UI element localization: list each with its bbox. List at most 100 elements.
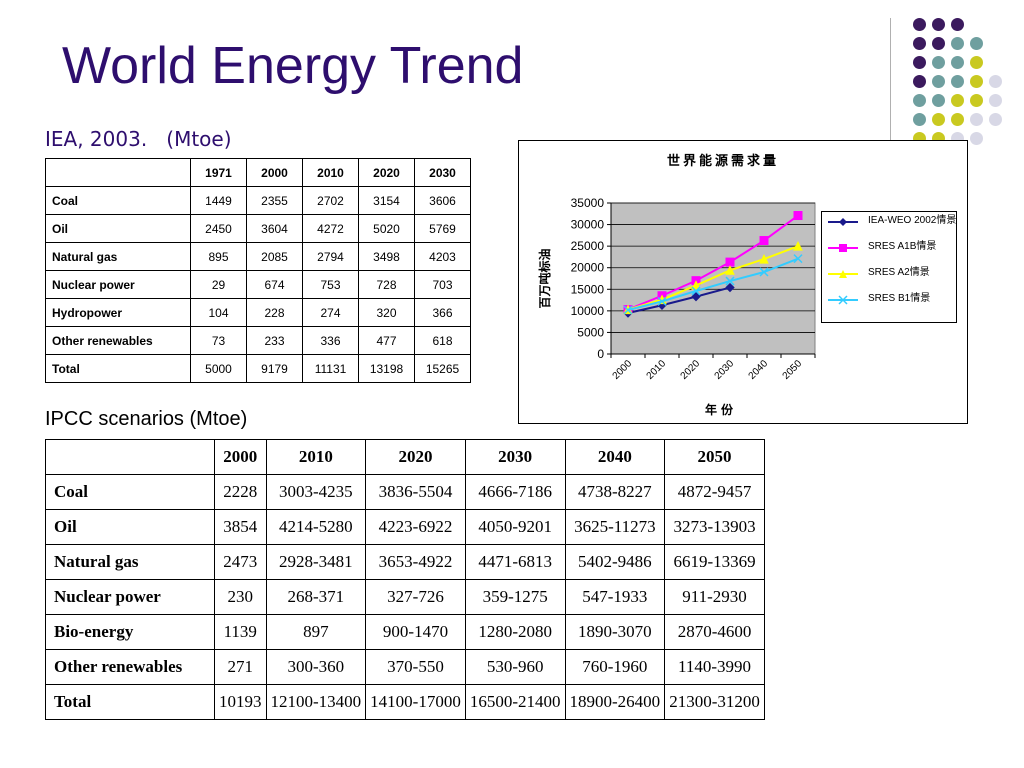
ipcc-cell: 4666-7186	[464, 474, 566, 510]
decorative-dot	[970, 94, 983, 107]
iea-header-row: 1971 2000 2010 2020 2030	[45, 158, 471, 187]
decorative-dot	[913, 113, 926, 126]
ipcc-row: Oil 3854 4214-5280 4223-6922 4050-9201 3625-1…	[45, 509, 765, 545]
iea-table: 1971 2000 2010 2020 2030 Coal 1449 2355 2702 3154…	[45, 158, 471, 383]
ipcc-cell: 4050-9201	[464, 509, 566, 545]
ipcc-cell: 16500-21400	[464, 684, 566, 720]
y-tick-label: 10000	[571, 304, 605, 318]
legend-label: SRES B1情景	[868, 293, 931, 304]
iea-column-header: 2010	[302, 158, 359, 187]
iea-cell: 104	[190, 298, 247, 327]
decorative-dot	[913, 94, 926, 107]
y-tick-label: 0	[597, 347, 604, 361]
ipcc-cell: 300-360	[265, 649, 367, 685]
iea-cell: 3606	[414, 186, 471, 215]
ipcc-cell: 897	[265, 614, 367, 650]
iea-cell: 728	[358, 270, 415, 299]
ipcc-cell: 5402-9486	[564, 544, 666, 580]
iea-row: Oil 2450 3604 4272 5020 5769	[45, 214, 471, 243]
decorative-dot	[932, 75, 945, 88]
ipcc-cell: 10193	[214, 684, 267, 720]
series-4-point	[725, 276, 735, 286]
legend-item: SRES A2情景	[826, 266, 954, 292]
series-4-point	[691, 286, 701, 296]
iea-row-label: Other renewables	[45, 326, 191, 355]
ipcc-column-header	[45, 439, 215, 475]
legend-swatch	[828, 270, 858, 278]
legend-swatch	[828, 244, 858, 252]
iea-row: Total 5000 9179 11131 13198 15265	[45, 354, 471, 383]
decorative-dot	[951, 37, 964, 50]
ipcc-cell: 4223-6922	[365, 509, 466, 545]
decorative-dot	[913, 37, 926, 50]
ipcc-cell: 4738-8227	[564, 474, 666, 510]
iea-cell: 320	[358, 298, 415, 327]
ipcc-row: Other renewables 271 300-360 370-550 530-960…	[45, 649, 765, 685]
iea-cell: 5020	[358, 214, 415, 243]
ipcc-cell: 4872-9457	[664, 474, 765, 510]
legend-item: IEA-WEO 2002情景	[826, 214, 956, 240]
iea-row-label: Natural gas	[45, 242, 191, 271]
ipcc-table: 2000 2010 2020 2030 2040 2050 Coal 2228 3003-423…	[45, 439, 765, 720]
decorative-dot	[913, 56, 926, 69]
ipcc-cell: 3854	[214, 509, 267, 545]
iea-cell: 3154	[358, 186, 415, 215]
decorative-dot	[913, 75, 926, 88]
ipcc-row-label: Other renewables	[45, 649, 215, 685]
chart-svg: 世界能源需求量350003000025000200001500010000500…	[537, 153, 816, 417]
ipcc-cell: 1139	[214, 614, 267, 650]
series-4-point	[623, 305, 633, 315]
ipcc-cell: 2870-4600	[664, 614, 765, 650]
y-tick-label: 15000	[571, 282, 605, 296]
y-tick-label: 35000	[571, 196, 605, 210]
ipcc-row-label: Total	[45, 684, 215, 720]
ipcc-row: Total 10193 12100-13400 14100-17000 16500-21…	[45, 684, 765, 720]
series-line-2	[627, 214, 799, 311]
ipcc-cell: 760-1960	[564, 649, 666, 685]
iea-row-label: Coal	[45, 186, 191, 215]
iea-cell: 13198	[358, 354, 415, 383]
decorative-dot	[970, 75, 983, 88]
ipcc-cell: 3836-5504	[365, 474, 466, 510]
ipcc-row: Bio-energy 1139 897 900-1470 1280-2080 1890-3…	[45, 614, 765, 650]
ipcc-cell: 327-726	[365, 579, 466, 615]
iea-cell: 15265	[414, 354, 471, 383]
iea-cell: 336	[302, 326, 359, 355]
iea-cell: 674	[246, 270, 303, 299]
iea-cell: 2450	[190, 214, 247, 243]
ipcc-cell: 911-2930	[664, 579, 765, 615]
ipcc-cell: 3003-4235	[265, 474, 367, 510]
ipcc-row-label: Coal	[45, 474, 215, 510]
y-tick-label: 5000	[577, 325, 604, 339]
ipcc-cell: 530-960	[464, 649, 566, 685]
ipcc-cell: 4471-6813	[464, 544, 566, 580]
iea-cell: 11131	[302, 354, 359, 383]
iea-cell: 618	[414, 326, 471, 355]
ipcc-cell: 268-371	[265, 579, 367, 615]
ipcc-cell: 370-550	[365, 649, 466, 685]
decorative-dot	[970, 132, 983, 145]
x-tick-label: 2000	[611, 358, 635, 382]
series-3-point	[725, 265, 735, 275]
decorative-dot	[989, 75, 1002, 88]
iea-cell: 9179	[246, 354, 303, 383]
chart-legend: IEA-WEO 2002情景 SRES A1B情景 SRES A2情景 SRES B1…	[821, 211, 957, 323]
iea-cell: 2702	[302, 186, 359, 215]
series-line-4	[627, 257, 799, 311]
ipcc-row: Coal 2228 3003-4235 3836-5504 4666-7186 4738-…	[45, 474, 765, 510]
iea-column-header: 2000	[246, 158, 303, 187]
ipcc-column-header: 2050	[664, 439, 765, 475]
ipcc-row-label: Oil	[45, 509, 215, 545]
decorative-dot	[989, 94, 1002, 107]
iea-column-header: 2030	[414, 158, 471, 187]
ipcc-cell: 6619-13369	[664, 544, 765, 580]
decorative-dot	[932, 37, 945, 50]
ipcc-column-header: 2040	[564, 439, 666, 475]
legend-swatch	[828, 295, 858, 305]
iea-row-label: Hydropower	[45, 298, 191, 327]
decorative-dot	[951, 56, 964, 69]
y-tick-label: 20000	[571, 261, 605, 275]
iea-row: Hydropower 104 228 274 320 366	[45, 298, 471, 327]
ipcc-cell: 359-1275	[464, 579, 566, 615]
series-4-point	[759, 267, 769, 277]
